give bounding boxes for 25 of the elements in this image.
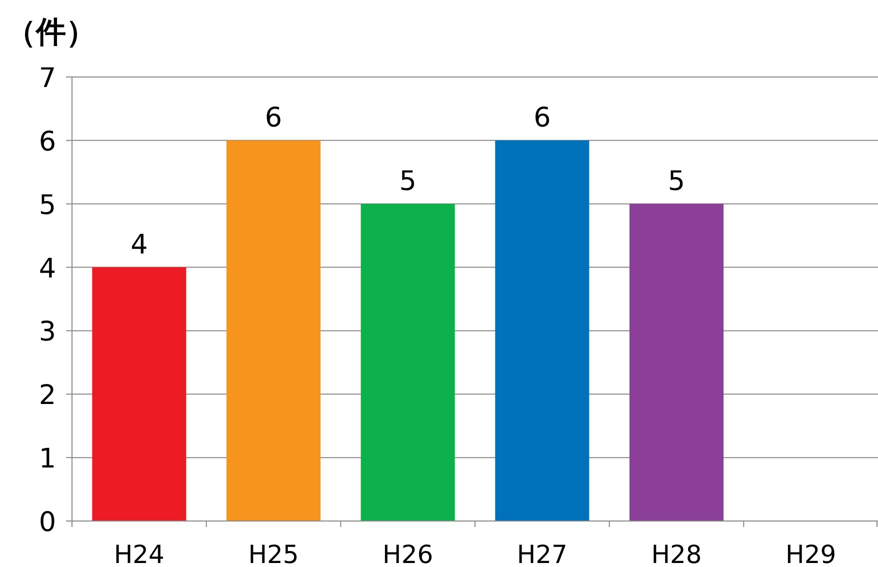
bar (495, 140, 590, 521)
data-label: 4 (130, 229, 148, 260)
y-tick-label: 3 (38, 316, 56, 348)
data-label: 6 (264, 102, 282, 134)
y-tick-label: 2 (38, 380, 56, 412)
y-tick-label: 0 (38, 507, 56, 538)
x-tick-label: H24 (114, 540, 164, 567)
bar (629, 204, 724, 521)
x-tick-label: H27 (516, 540, 568, 567)
bar (360, 204, 455, 521)
bar (226, 140, 321, 521)
data-label: 5 (399, 166, 416, 197)
y-axis-title: （件） (6, 15, 96, 50)
data-label: 6 (534, 102, 551, 134)
y-tick-label: 4 (38, 253, 56, 284)
x-tick-label: H26 (382, 540, 434, 567)
bar (92, 267, 186, 521)
y-tick-label: 7 (38, 63, 56, 94)
x-tick-label: H25 (248, 540, 299, 567)
y-tick-label: 5 (38, 190, 56, 221)
x-tick-label: H29 (786, 540, 836, 567)
x-tick-label: H28 (651, 540, 702, 567)
y-tick-label: 6 (38, 126, 56, 158)
data-label: 5 (668, 166, 686, 197)
y-tick-label: 1 (38, 444, 56, 475)
